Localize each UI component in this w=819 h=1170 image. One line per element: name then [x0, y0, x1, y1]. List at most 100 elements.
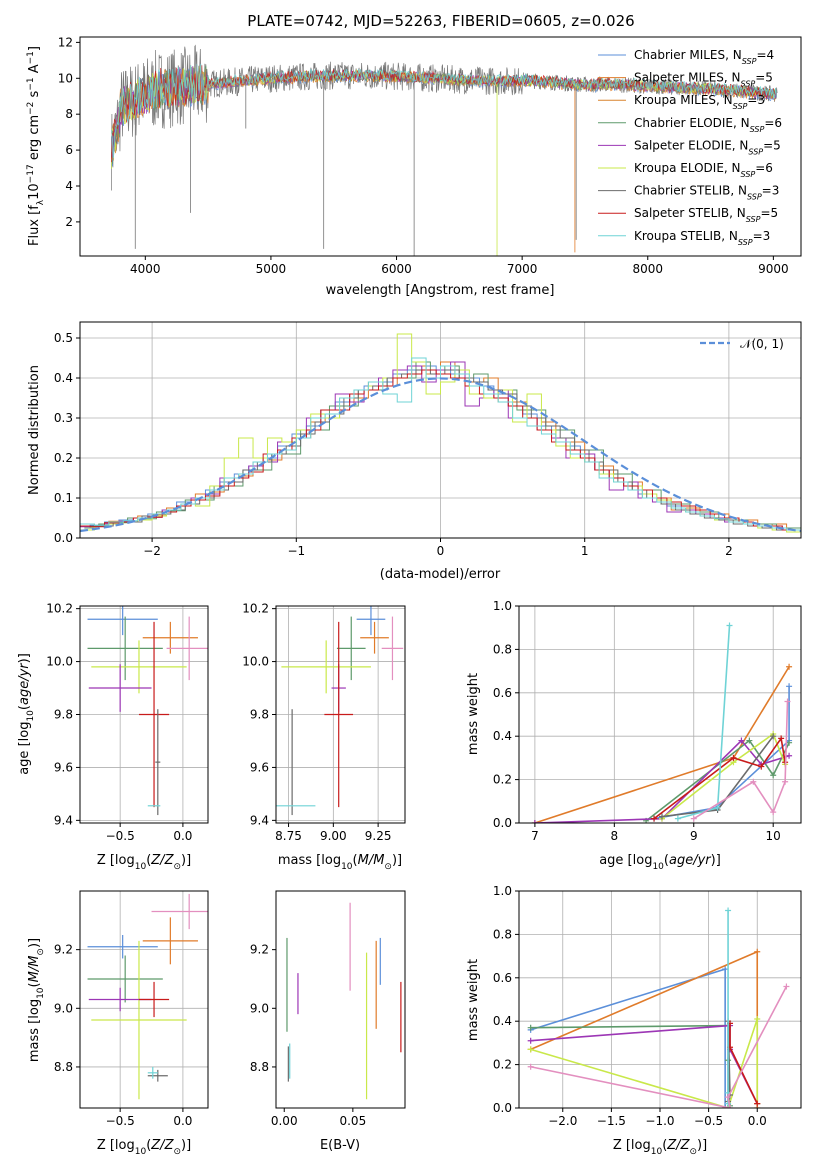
x-tick-label: 9.25 [365, 829, 392, 843]
y-tick-label: 8.8 [250, 1060, 269, 1074]
y-tick-label: 0.4 [493, 1014, 512, 1028]
y-tick-label: 0.5 [54, 331, 73, 345]
axes-spectrum: 4000 5000 6000 7000 8000 9000 2 4 6 8 10 12 [58, 35, 802, 276]
label-part: age [log [599, 853, 652, 868]
label-part: Z [log [613, 1138, 651, 1153]
legend-text: Kroupa ELODIE, N [634, 161, 741, 175]
spectrum-ylabel: Flux [fλ10−17 erg cm−2 s−1 A−1] [26, 46, 46, 246]
x-tick-label: −1.5 [597, 1114, 626, 1128]
mass-z-xlabel: Z [log10(Z/Z⊙)] [97, 1138, 191, 1157]
label-part: 10 [652, 862, 664, 872]
axes-frame [79, 605, 209, 824]
weight-line [661, 732, 786, 820]
residual-histogram [84, 361, 801, 529]
residual-histogram [80, 369, 797, 531]
weight-marker [750, 778, 757, 785]
weight-marker [738, 737, 745, 744]
label-part: )] [711, 853, 721, 868]
residuals-xlabel: (data-model)/error [380, 567, 501, 582]
mass-ebv-xlabel: E(B-V) [320, 1138, 360, 1153]
weight-marker [770, 809, 777, 816]
y-tick-label: 0.0 [493, 1101, 512, 1115]
legend-text: Chabrier STELIB, N [634, 184, 747, 198]
weight-marker [527, 1024, 534, 1031]
weight-marker [727, 1105, 734, 1108]
x-tick-label: 7000 [507, 262, 538, 276]
legend-tail: =3 [747, 93, 765, 107]
label-part: )] [697, 1138, 707, 1153]
label-part: )] [181, 1138, 191, 1153]
y-tick-label: 9.0 [250, 1001, 269, 1015]
legend-sub: SSP [742, 57, 757, 66]
spectrum-model-line [111, 63, 778, 159]
label-part: )] [27, 938, 42, 948]
weight-marker [722, 966, 729, 973]
y-tick-label: 10.2 [242, 602, 269, 616]
legend-tail: =6 [755, 161, 773, 175]
weight-age-ylabel: mass weight [466, 673, 481, 755]
label-part: E(B-V) [320, 1138, 360, 1153]
axes-mass-vs-Z: −0.5 0.0 8.8 9.0 9.2 [54, 890, 209, 1128]
y-tick-label: 10 [58, 71, 73, 85]
weight-marker [674, 815, 681, 822]
label-part: Flux [f [27, 205, 42, 246]
weight-line [530, 986, 788, 1108]
legend-text: Salpeter STELIB, N [634, 206, 746, 220]
x-tick-label: 0.05 [339, 1114, 366, 1128]
legend-tail: =5 [760, 206, 778, 220]
label-part: ] [27, 46, 42, 51]
label-part: ⊙ [384, 862, 392, 872]
label-part: Z/Z [150, 853, 174, 868]
weight-marker [786, 683, 793, 690]
x-tick-label: −2 [143, 544, 161, 558]
legend-label: Salpeter STELIB, NSSP=5 [634, 206, 778, 224]
y-tick-label: 0.6 [493, 971, 512, 985]
legend-label: Chabrier STELIB, NSSP=3 [634, 184, 779, 202]
weight-marker [778, 735, 785, 742]
legend-label: Kroupa STELIB, NSSP=3 [634, 229, 770, 247]
y-tick-label: 0.6 [493, 686, 512, 700]
y-tick-label: 9.6 [250, 760, 269, 774]
plot-area [111, 44, 778, 256]
legend-tail: =5 [755, 71, 773, 85]
axes-age-vs-Z: −0.5 0.0 9.4 9.6 9.8 10.0 10.2 [46, 602, 209, 843]
weight-marker [782, 778, 789, 785]
label-part: ( [662, 1138, 667, 1153]
legend-text: Kroupa MILES, N [634, 93, 733, 107]
y-tick-label: 9.4 [54, 813, 73, 827]
weight-marker [725, 1094, 732, 1101]
plot-area [87, 893, 208, 1100]
y-tick-label: 0.8 [493, 927, 512, 941]
y-tick-label: 9.0 [54, 1001, 73, 1015]
x-tick-label: 6000 [381, 262, 412, 276]
label-part: age/yr [669, 853, 712, 868]
axes-mass-vs-EBV: 0.00 0.05 8.8 9.0 9.2 [250, 890, 406, 1128]
label-part: 10 [135, 1147, 147, 1157]
y-tick-label: 4 [65, 179, 73, 193]
y-tick-label: 0.8 [493, 642, 512, 656]
legend-text: Salpeter MILES, N [634, 71, 741, 85]
axes-weight-vs-Z: −2.0 −1.5 −1.0 −0.5 0.0 0.0 0.2 0.4 0.6 0.8 1.0 [493, 884, 802, 1128]
label-part: erg cm [27, 115, 42, 164]
label-part: ( [353, 853, 358, 868]
y-tick-label: 2 [65, 215, 73, 229]
weight-marker [527, 1037, 534, 1044]
label-part: )] [181, 853, 191, 868]
label-part: −2 [26, 102, 36, 115]
age-z-xlabel: Z [log10(Z/Z⊙)] [97, 853, 191, 872]
weight-marker [783, 983, 790, 990]
weight-marker [786, 752, 793, 759]
label-part: ⊙ [36, 948, 46, 956]
label-part: Z [log [97, 853, 135, 868]
label-part: mass weight [466, 673, 481, 755]
axes-frame [518, 890, 802, 1109]
label-part: ( [146, 853, 151, 868]
label-part: )] [392, 853, 402, 868]
legend-tail: =3 [762, 184, 780, 198]
label-part: M/M [358, 853, 385, 868]
legend-tail: =6 [764, 116, 782, 130]
legend-label: Kroupa MILES, NSSP=3 [634, 93, 765, 111]
weight-marker [754, 1100, 761, 1107]
weight-z-xlabel: Z [log10(Z/Z⊙)] [613, 1138, 707, 1157]
